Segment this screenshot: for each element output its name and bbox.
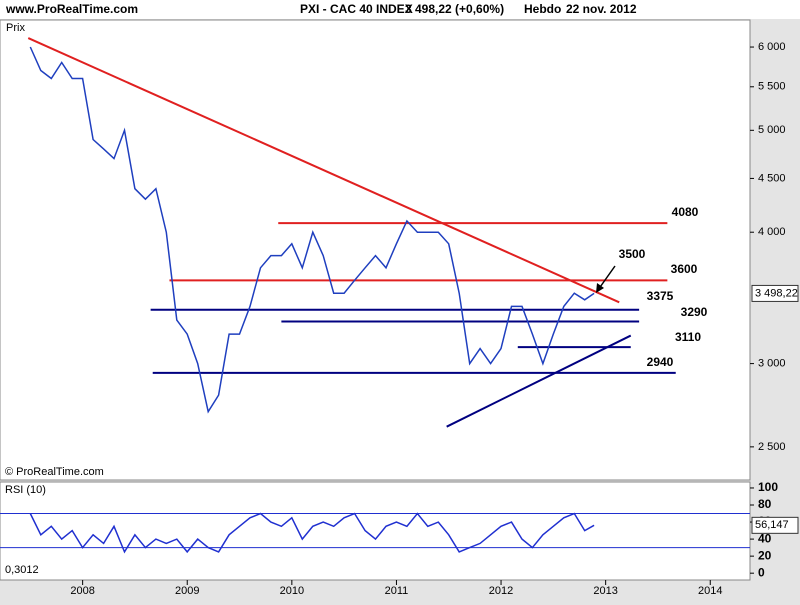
y-label: Prix [6, 22, 25, 34]
y-tick-label: 5 000 [758, 124, 786, 136]
y-tick-label: 80 [758, 497, 772, 511]
y-tick-label: 0 [758, 565, 765, 579]
series-line [29, 512, 595, 554]
level-label: 3600 [671, 262, 698, 276]
last-value-box [751, 284, 799, 302]
x-tick-label: 2014 [698, 585, 722, 597]
date: 22 nov. 2012 [566, 2, 637, 16]
y-tick-label: 6 000 [758, 41, 786, 53]
level-label: 3110 [675, 330, 701, 344]
x-tick-label: 2009 [175, 585, 199, 597]
copyright: © ProRealTime.com [5, 466, 104, 478]
trendline [27, 37, 620, 304]
header-bar [0, 0, 800, 19]
y-tick-label: 100 [758, 480, 778, 494]
y-tick-label: 20 [758, 548, 772, 562]
corner-label: 0,3012 [5, 564, 39, 576]
level-label: 3375 [647, 289, 674, 303]
level-label: 4080 [672, 205, 699, 219]
last-value-label: 3 498,22 [755, 287, 798, 299]
instrument: PXI - CAC 40 INDEX [300, 2, 413, 16]
series-line [29, 46, 595, 414]
annotation-label: 3500 [619, 247, 646, 261]
x-tick-label: 2010 [280, 585, 304, 597]
level-label: 2940 [647, 355, 674, 369]
x-tick-label: 2011 [385, 585, 409, 597]
y-tick-label: 3 000 [758, 357, 786, 369]
trendline [446, 334, 632, 428]
quote: 3 498,22 (+0,60%) [405, 2, 504, 16]
level-label: 3290 [681, 305, 708, 319]
y-tick-label: 5 500 [758, 81, 786, 93]
rsi-title: RSI (10) [5, 484, 46, 496]
last-value-box [751, 516, 799, 534]
rsi-panel [0, 481, 751, 581]
price-panel [0, 19, 751, 481]
y-tick-label: 40 [758, 531, 772, 545]
annotation-arrowhead [596, 283, 604, 293]
x-tick-label: 2008 [70, 585, 94, 597]
y-tick-label: 4 500 [758, 172, 786, 184]
y-tick-label: 4 000 [758, 226, 786, 238]
last-value-label: 56,147 [755, 519, 789, 531]
x-tick-label: 2012 [489, 585, 513, 597]
y-tick-label: 2 500 [758, 441, 786, 453]
site: www.ProRealTime.com [5, 2, 138, 16]
x-tick-label: 2013 [593, 585, 617, 597]
period: Hebdo [524, 2, 561, 16]
